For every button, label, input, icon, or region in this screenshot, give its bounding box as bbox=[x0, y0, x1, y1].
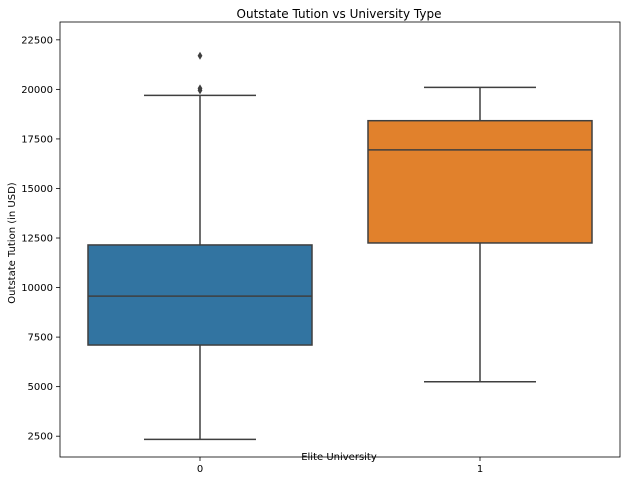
outlier-0-1 bbox=[197, 84, 203, 93]
y-axis-label: Outstate Tution (in USD) bbox=[7, 182, 18, 303]
y-tick-label-1: 5000 bbox=[28, 382, 53, 393]
y-tick-label-6: 17500 bbox=[21, 134, 53, 145]
y-tick-label-0: 2500 bbox=[28, 432, 53, 443]
y-tick-label-8: 22500 bbox=[21, 35, 53, 46]
axes-frame bbox=[59, 21, 621, 458]
chart-title: Outstate Tution vs University Type bbox=[237, 7, 442, 21]
box-1 bbox=[367, 119, 593, 244]
y-tick-label-2: 7500 bbox=[28, 333, 53, 344]
box-0 bbox=[87, 244, 313, 346]
y-tick-label-5: 15000 bbox=[21, 184, 53, 195]
x-tick-label-1: 1 bbox=[477, 464, 483, 475]
y-tick-label-4: 12500 bbox=[21, 234, 53, 245]
x-tick-label-0: 0 bbox=[197, 464, 203, 475]
y-tick-label-7: 20000 bbox=[21, 85, 53, 96]
plot-area: 2500 5000 7500 10000 12500 15000 17500 20000 225… bbox=[21, 21, 621, 475]
y-tick-label-3: 10000 bbox=[21, 283, 53, 294]
outlier-0-2 bbox=[197, 51, 203, 60]
x-axis-label: Elite University bbox=[301, 452, 377, 463]
